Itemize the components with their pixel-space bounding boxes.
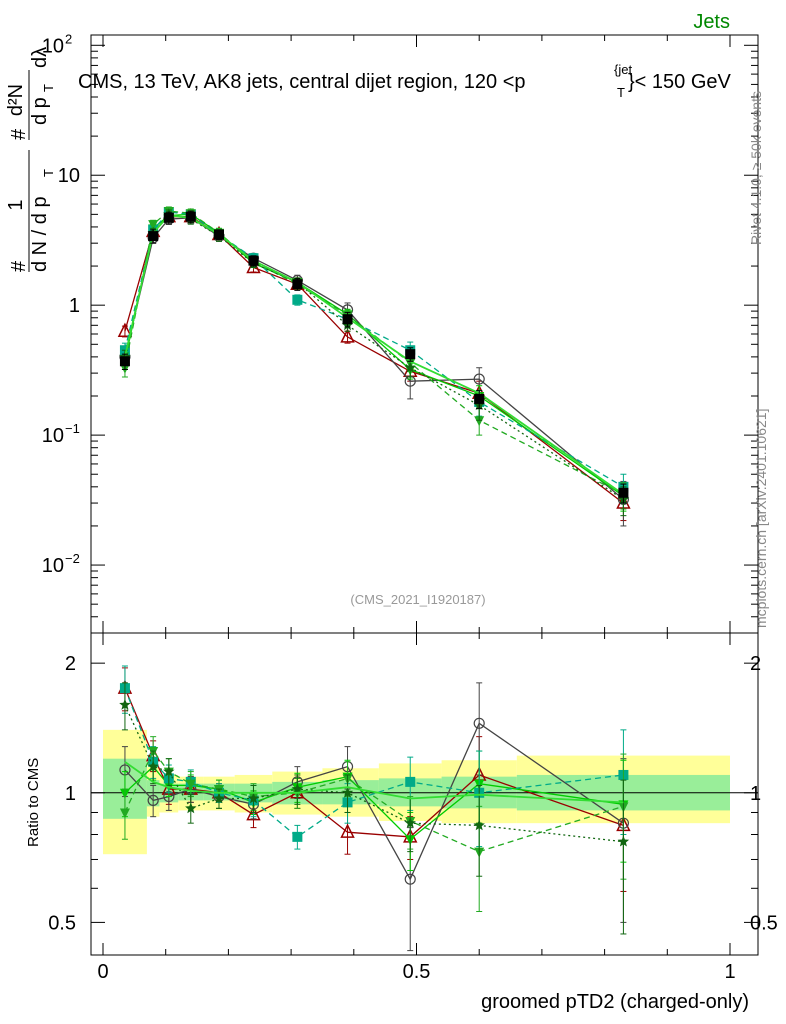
data-point xyxy=(246,805,261,821)
y-label-T-1: T xyxy=(41,169,56,177)
data-point xyxy=(163,212,174,223)
title-subscript: T xyxy=(617,85,625,100)
data-point xyxy=(292,294,303,305)
y-tick-label: 10 xyxy=(42,555,64,577)
y-label-T-2: T xyxy=(41,84,56,92)
y-tick-label-exponent: 2 xyxy=(65,31,72,46)
ratio-y-tick-label-right: 1 xyxy=(750,783,761,805)
y-axis-label: # 1 d N / d p T # d²N d p T dλ xyxy=(5,47,56,272)
series-mc-5 xyxy=(119,206,629,510)
series-mc-4 xyxy=(119,207,629,504)
y-label-one: 1 xyxy=(5,199,27,210)
series-line xyxy=(124,217,624,500)
x-tick-label: 1 xyxy=(724,961,735,983)
data-point xyxy=(185,802,197,814)
y-label-hash-2: # xyxy=(8,128,30,140)
data-point xyxy=(340,328,355,343)
series-mc-7-ratio xyxy=(124,761,624,804)
data-point xyxy=(147,794,159,807)
data-point xyxy=(404,361,416,373)
series-cms-data xyxy=(119,210,629,504)
data-point xyxy=(340,823,355,838)
data-point xyxy=(474,393,485,404)
series-mc-6-ratio xyxy=(119,682,630,935)
y-tick-label-exponent: −1 xyxy=(65,421,80,436)
plot-title: CMS, 13 TeV, AK8 jets, central dijet reg… xyxy=(78,62,732,100)
series-mc-1 xyxy=(117,207,631,522)
ratio-plot-frame xyxy=(90,632,759,956)
ratio-y-tick-label: 1 xyxy=(65,783,76,805)
y-tick-label: 1 xyxy=(69,295,80,317)
rivet-version-label: Rivet 4.1.0, ≥ 50k events xyxy=(748,91,764,245)
data-point xyxy=(292,831,303,842)
data-point xyxy=(617,835,630,847)
ratio-y-tick-label-right: 2 xyxy=(750,653,761,675)
y-tick-label: 10 xyxy=(58,165,80,187)
data-point xyxy=(117,322,133,337)
data-point xyxy=(405,349,416,360)
x-tick-label: 0 xyxy=(97,961,108,983)
ratio-y-tick-label: 0.5 xyxy=(48,912,76,934)
data-point xyxy=(292,279,303,290)
data-point xyxy=(148,220,159,231)
series-mc-6 xyxy=(119,208,630,517)
title-end: }< 150 GeV xyxy=(628,71,732,93)
data-point xyxy=(291,783,304,794)
data-point xyxy=(341,786,354,798)
y-tick-label: 10 xyxy=(42,35,64,57)
data-point xyxy=(185,211,196,222)
data-point xyxy=(148,231,159,242)
main-series-layer xyxy=(117,206,631,527)
data-point xyxy=(213,792,225,804)
ratio-y-tick-label-right: 0.5 xyxy=(750,912,778,934)
ratio-y-tick-label: 2 xyxy=(65,653,76,675)
series-line xyxy=(124,687,624,838)
series-line xyxy=(124,210,624,495)
y-label-d2N: d²N xyxy=(5,84,27,116)
series-mc-7 xyxy=(124,214,624,496)
data-point xyxy=(404,817,416,828)
data-point xyxy=(405,776,416,787)
series-mc-2 xyxy=(119,212,630,527)
jets-label: Jets xyxy=(693,11,730,33)
data-point xyxy=(119,356,130,367)
data-point xyxy=(247,792,260,804)
data-point xyxy=(473,373,485,385)
series-line xyxy=(124,216,624,504)
mcplots-label: mcplots.cern.ch [arXiv:2401.10621] xyxy=(753,409,769,628)
title-main: CMS, 13 TeV, AK8 jets, central dijet reg… xyxy=(78,71,526,93)
y-tick-label: 10 xyxy=(42,425,64,447)
y-label-dN-dpT: d N / d p xyxy=(29,196,51,272)
y-tick-label-exponent: −2 xyxy=(65,551,80,566)
data-point xyxy=(474,416,485,427)
y-label-dlambda: dλ xyxy=(29,47,51,68)
data-point xyxy=(404,873,416,885)
data-point xyxy=(248,255,259,266)
data-point xyxy=(163,765,175,777)
data-point xyxy=(618,487,629,498)
ratio-series-layer xyxy=(117,665,631,952)
series-line xyxy=(124,214,624,496)
data-point xyxy=(119,808,130,819)
y-label-dpT: d p xyxy=(29,97,51,125)
series-line xyxy=(124,213,624,497)
data-point xyxy=(342,314,353,325)
y-label-hash-1: # xyxy=(8,260,30,272)
data-point xyxy=(147,760,159,772)
data-point xyxy=(473,717,485,729)
ratio-y-axis-label: Ratio to CMS xyxy=(25,758,42,847)
data-point xyxy=(473,819,485,831)
data-point xyxy=(213,229,224,240)
analysis-id: (CMS_2021_I1920187) xyxy=(350,592,485,607)
data-point xyxy=(119,698,131,710)
main-plot-frame xyxy=(90,34,759,634)
x-tick-label: 0.5 xyxy=(403,961,431,983)
title-superscript: {jet xyxy=(614,62,632,77)
series-line xyxy=(124,761,624,804)
series-mc-3 xyxy=(119,209,629,512)
data-point xyxy=(185,779,196,790)
x-axis-label: groomed pTD2 (charged-only) xyxy=(481,991,749,1013)
